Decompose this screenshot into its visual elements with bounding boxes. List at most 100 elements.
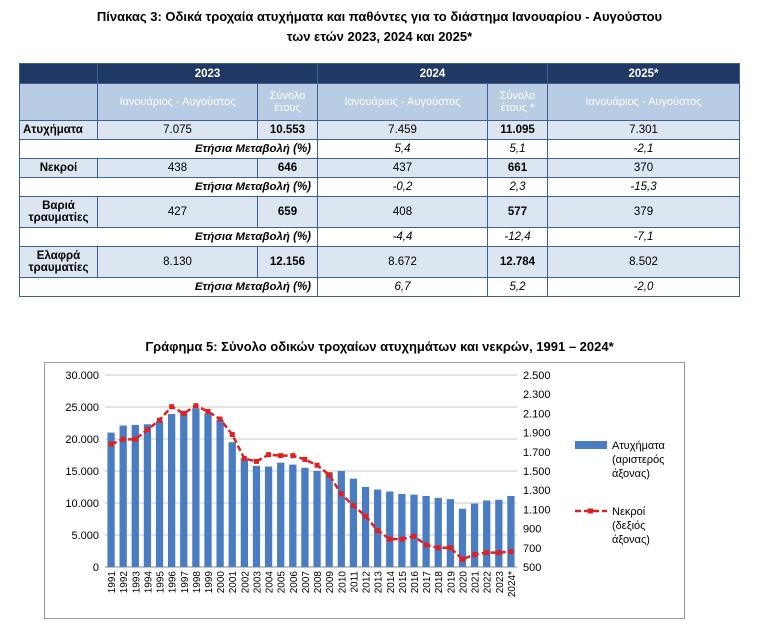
bar-accidents	[240, 458, 248, 567]
total-cell: 12.156	[257, 246, 318, 278]
value-cell: 438	[97, 158, 258, 178]
y-right-tick-label: 900	[523, 524, 541, 536]
line-point-deaths	[290, 453, 296, 459]
row-label: Ελαφρά τραυματίες	[19, 246, 98, 278]
x-tick-label: 1999	[204, 571, 215, 594]
table-change-row: Ετήσια Μεταβολή (%) 5,4 5,1 -2,1	[19, 139, 740, 159]
x-tick-label: 2014	[386, 571, 397, 594]
table-subheader-row: Ιανουάριος - Αυγούστος Σύνολο έτους Ιανο…	[19, 83, 740, 121]
y-left-tick-label: 0	[93, 562, 99, 574]
row-label: Βαριά τραυματίες	[19, 196, 98, 228]
line-point-deaths	[472, 552, 478, 558]
line-point-deaths	[302, 456, 308, 462]
x-tick-label: 2009	[325, 571, 336, 594]
bar-accidents	[386, 491, 394, 567]
value-cell: 427	[97, 196, 258, 228]
change-label: Ετήσια Μεταβολή (%)	[19, 227, 318, 247]
x-tick-label: 1998	[192, 571, 203, 594]
line-point-deaths	[411, 533, 417, 539]
bar-accidents	[349, 478, 358, 567]
table-row: Βαριά τραυματίες 427 659 408 577 379	[19, 196, 740, 228]
bar-accidents	[495, 499, 503, 567]
x-tick-label: 1996	[168, 571, 179, 594]
bar-accidents	[277, 462, 285, 567]
change-cell: -4,4	[317, 227, 488, 247]
bar-accidents	[119, 425, 127, 567]
chart-title: Γράφημα 5: Σύνολο οδικών τροχαίων ατυχημ…	[145, 339, 614, 354]
y-right-tick-label: 1.900	[523, 428, 551, 440]
legend-label-deaths-axis1: (δεξιός	[612, 520, 645, 532]
line-point-deaths	[229, 432, 235, 438]
line-point-deaths	[326, 472, 332, 478]
bar-accidents	[301, 467, 309, 567]
line-point-deaths	[217, 416, 223, 422]
total-cell: 12.784	[487, 246, 548, 278]
legend-label-deaths: Νεκροί	[612, 506, 646, 518]
change-label: Ετήσια Μεταβολή (%)	[19, 177, 318, 197]
table-title-line2: των ετών 2023, 2024 και 2025*	[286, 29, 473, 44]
y-left-tick-label: 30.000	[65, 370, 99, 382]
change-label: Ετήσια Μεταβολή (%)	[19, 139, 318, 159]
line-point-deaths	[484, 550, 490, 556]
bar-accidents	[507, 495, 515, 567]
line-point-deaths	[266, 452, 272, 458]
bar-accidents	[470, 503, 479, 567]
x-tick-label: 2023	[495, 571, 506, 594]
line-point-deaths	[144, 427, 150, 433]
row-label: Νεκροί	[19, 158, 98, 178]
line-point-deaths	[435, 545, 441, 551]
x-tick-label: 2013	[374, 571, 385, 594]
total-2023-header: Σύνολο έτους	[257, 83, 318, 121]
x-tick-label: 2003	[252, 571, 263, 594]
value-cell: 408	[317, 196, 488, 228]
period-2024-header: Ιανουάριος - Αυγούστος	[317, 83, 488, 121]
bar-accidents	[131, 424, 139, 567]
total-2024-header: Σύνολο έτους *	[487, 83, 548, 121]
bar-accidents	[216, 419, 224, 567]
bar-accidents	[422, 495, 430, 567]
x-tick-label: 2021	[471, 571, 482, 594]
total-cell: 661	[487, 158, 548, 178]
line-point-deaths	[447, 545, 453, 551]
value-cell: 7.459	[317, 120, 488, 140]
y-left-tick-label: 25.000	[65, 402, 99, 414]
table-row: Νεκροί 438 646 437 661 370	[19, 158, 740, 178]
change-cell: 6,7	[317, 277, 488, 297]
table-change-row: Ετήσια Μεταβολή (%) -4,4 -12,4 -7,1	[19, 227, 740, 247]
table-title-line1: Πίνακας 3: Οδικά τροχαία ατυχήματα και π…	[96, 9, 663, 24]
x-tick-label: 1993	[131, 571, 142, 594]
period-2025-header: Ιανουάριος - Αυγούστος	[547, 83, 740, 121]
line-point-deaths	[387, 536, 393, 542]
x-tick-label: 2006	[289, 571, 300, 594]
x-tick-label: 2004	[265, 571, 276, 594]
x-tick-label: 2008	[313, 571, 324, 594]
bar-accidents	[180, 411, 188, 567]
x-tick-label: 2016	[410, 571, 421, 594]
bar-accidents	[337, 471, 345, 567]
change-cell: 5,4	[317, 139, 488, 159]
bar-accidents	[143, 424, 152, 567]
bar-accidents	[289, 464, 297, 567]
y-left-tick-label: 10.000	[65, 498, 99, 510]
value-cell: 7.075	[97, 120, 258, 140]
change-label: Ετήσια Μεταβολή (%)	[19, 277, 318, 297]
value-cell: 437	[317, 158, 488, 178]
y-right-tick-label: 1.700	[523, 447, 551, 459]
legend-label-accidents-axis2: άξονας)	[612, 468, 650, 480]
total-cell: 659	[257, 196, 318, 228]
legend-label-accidents: Ατυχήματα	[612, 440, 665, 452]
total-cell: 10.553	[257, 120, 318, 140]
total-cell: 577	[487, 196, 548, 228]
y-left-tick-label: 20.000	[65, 434, 99, 446]
line-point-deaths	[496, 550, 502, 556]
header-empty-cell	[19, 63, 98, 84]
line-point-deaths	[508, 549, 514, 555]
y-right-tick-label: 500	[523, 562, 541, 574]
change-cell: -15,3	[547, 177, 740, 197]
line-point-deaths	[350, 503, 356, 509]
x-tick-label: 2005	[277, 571, 288, 594]
bar-accidents	[483, 500, 491, 567]
line-point-deaths	[181, 410, 187, 416]
table-change-row: Ετήσια Μεταβολή (%) -0,2 2,3 -15,3	[19, 177, 740, 197]
bar-accidents	[434, 497, 442, 567]
